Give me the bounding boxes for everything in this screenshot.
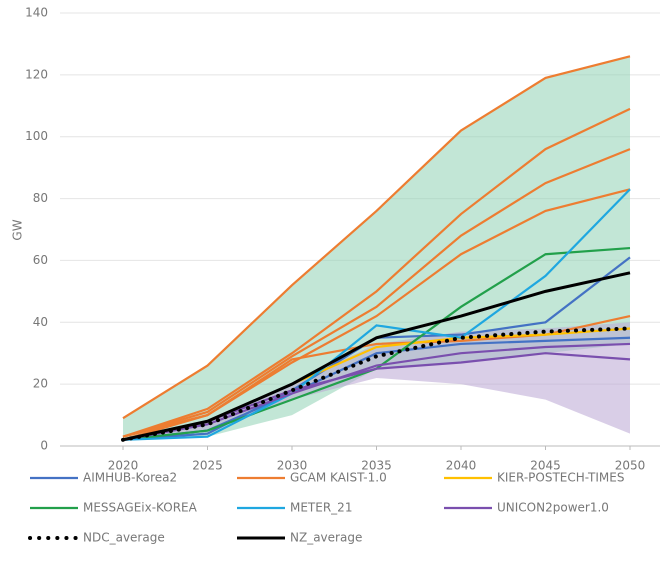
x-tick-label: 2045 [530, 459, 561, 473]
x-tick-label: 2025 [192, 459, 223, 473]
legend-label: UNICON2power1.0 [497, 501, 609, 515]
x-tick-label: 2035 [361, 459, 392, 473]
series-line [122, 107, 631, 438]
y-axis-label: GW [11, 219, 25, 240]
range-band [123, 322, 630, 440]
x-tick-label: 2040 [446, 459, 477, 473]
y-tick-label: 40 [33, 315, 48, 329]
x-tick-label: 2020 [108, 459, 139, 473]
y-tick-label: 140 [25, 6, 48, 20]
y-tick-label: 100 [25, 129, 48, 143]
x-tick-label: 2050 [615, 459, 646, 473]
y-tick-label: 120 [25, 67, 48, 81]
series-line [121, 326, 632, 442]
series-line [122, 148, 631, 438]
legend-label: METER_21 [290, 501, 352, 515]
legend-label: NDC_average [83, 531, 165, 545]
legend-label: KIER-POSTECH-TIMES [497, 471, 624, 485]
y-tick-label: 0 [40, 439, 48, 453]
series-line [122, 55, 631, 420]
legend-label: NZ_average [290, 531, 362, 545]
x-tick-label: 2030 [277, 459, 308, 473]
y-tick-label: 20 [33, 377, 48, 391]
series-line [122, 342, 631, 441]
legend-label: GCAM KAIST-1.0 [290, 471, 387, 485]
legend-label: AIMHUB-Korea2 [83, 471, 177, 485]
y-tick-label: 80 [33, 191, 48, 205]
series-line [122, 271, 631, 442]
legend-label: MESSAGEix-KOREA [83, 501, 198, 515]
series-line [122, 188, 631, 441]
y-tick-label: 60 [33, 253, 48, 267]
